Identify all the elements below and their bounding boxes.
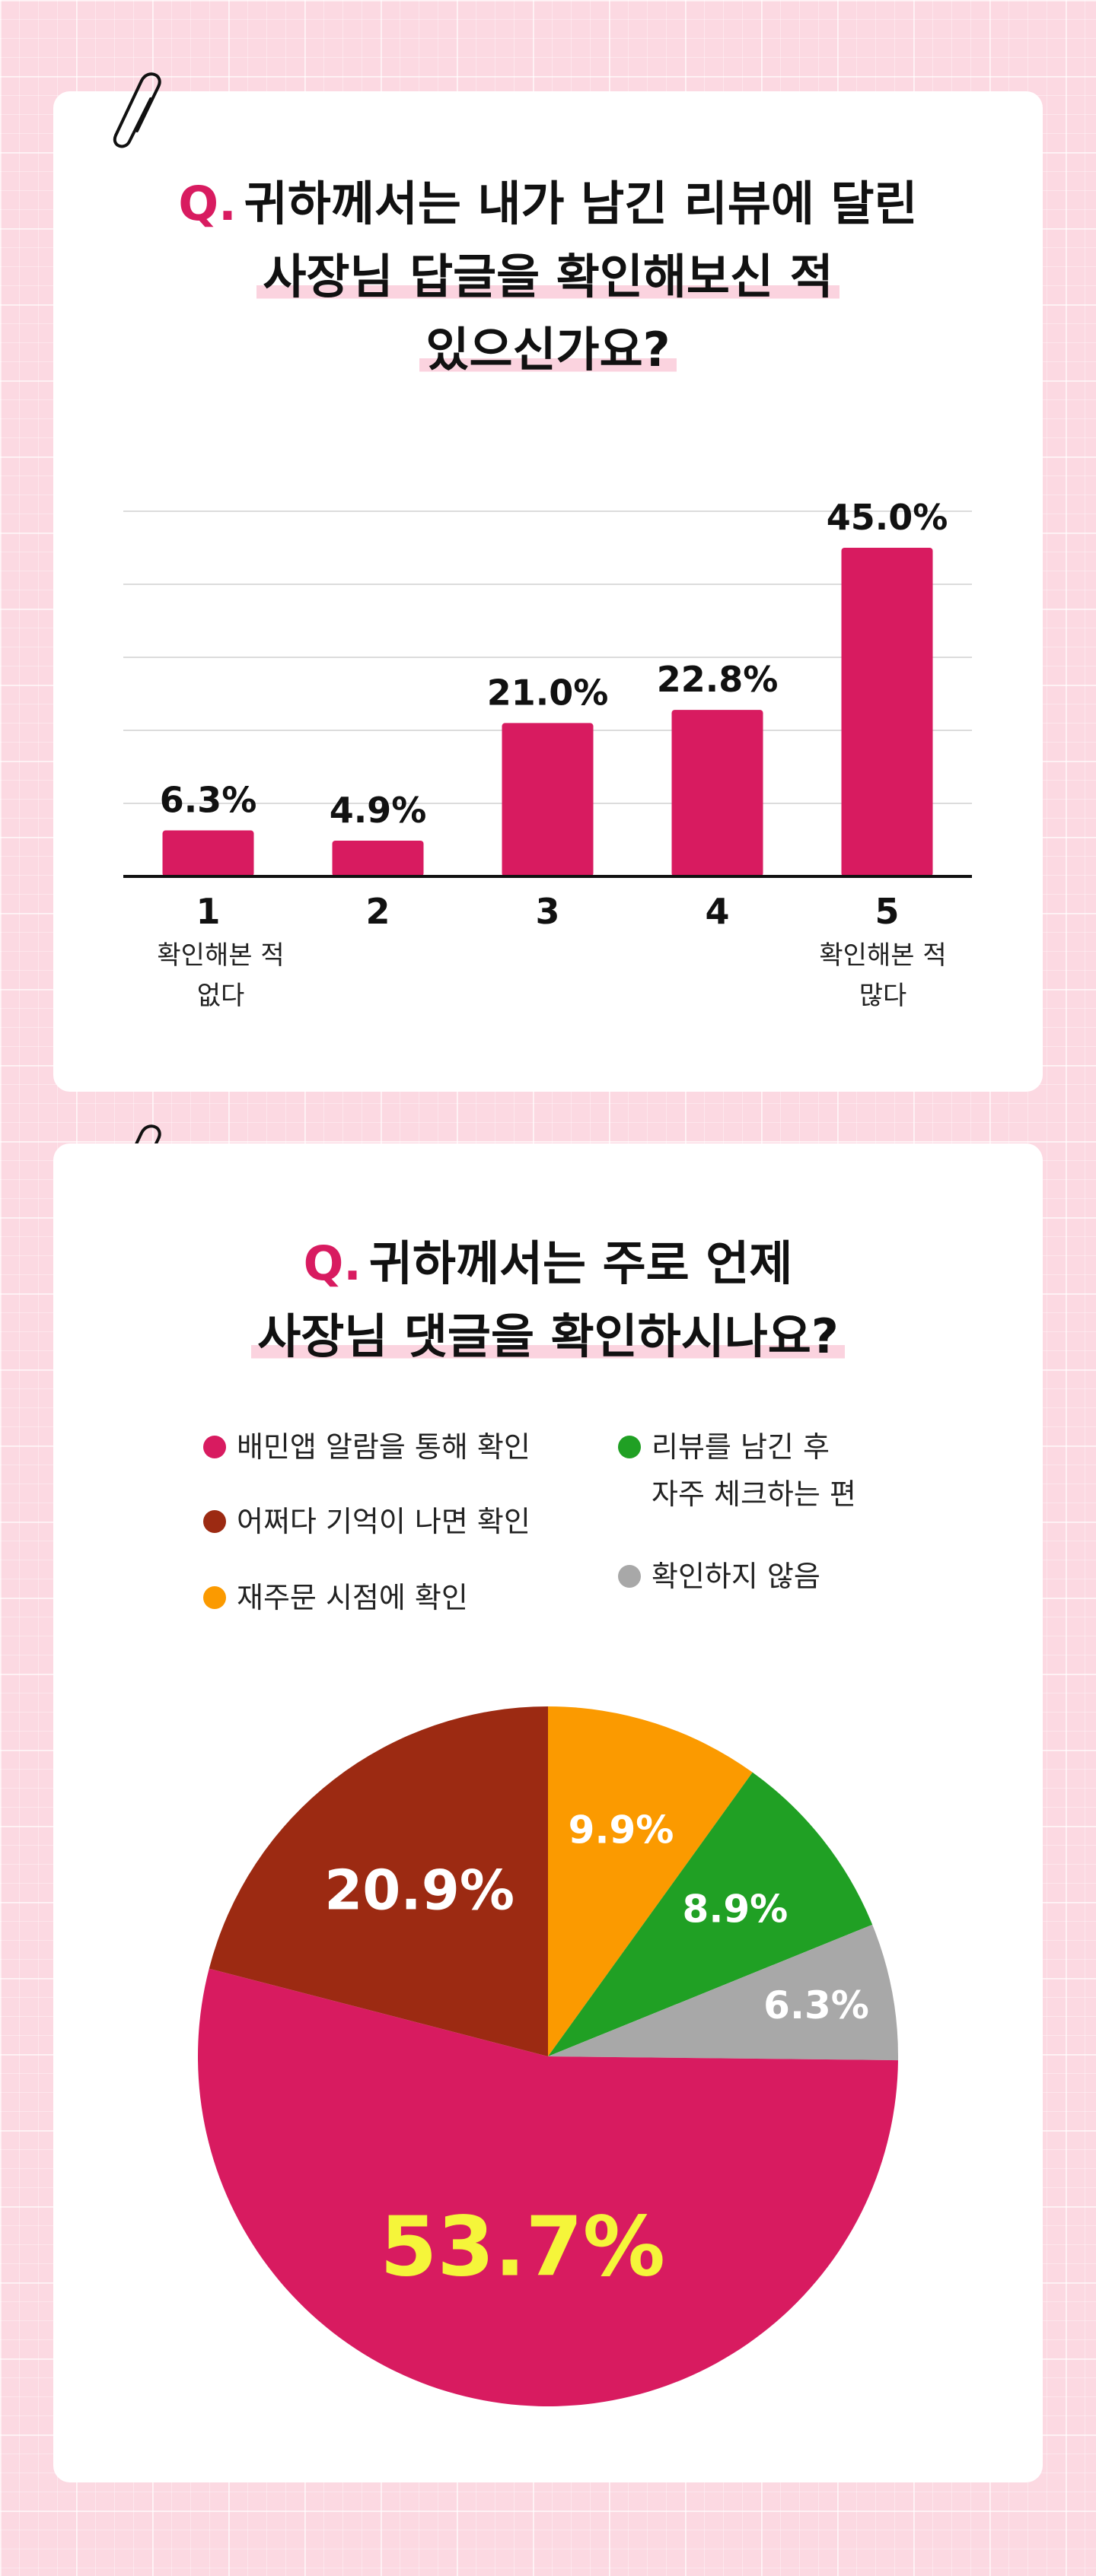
- bar-title-line-3: 있으신가요?: [419, 322, 677, 377]
- pie-slice: [197, 1968, 898, 2406]
- legend-dot-icon: [203, 1436, 226, 1458]
- legend-item-frequent-check: 리뷰를 남긴 후 자주 체크하는 편: [618, 1423, 856, 1518]
- question-mark-label: Q.: [178, 176, 237, 231]
- legend-item-push-alarm: 배민앱 알람을 통해 확인: [203, 1423, 530, 1471]
- pie-question-title: Q. 귀하께서는 주로 언제 사장님 댓글을 확인하시나요?: [53, 1227, 1043, 1373]
- pie-title-line-2: 사장님 댓글을 확인하시나요?: [251, 1309, 845, 1364]
- bar-title-line-2: 사장님 답글을 확인해보신 적: [256, 249, 840, 304]
- pie-title-line-1: 귀하께서는 주로 언제: [368, 1236, 793, 1291]
- bar-value-label: 45.0%: [827, 497, 948, 538]
- bar-question-title: Q. 귀하께서는 내가 남긴 리뷰에 달린 사장님 답글을 확인해보신 적 있으신…: [53, 167, 1043, 386]
- legend-label: 리뷰를 남긴 후 자주 체크하는 편: [652, 1423, 856, 1518]
- bar-value-label: 21.0%: [487, 672, 609, 713]
- legend-label: 어쩌다 기억이 나면 확인: [237, 1505, 530, 1538]
- legend-label-line-2: 자주 체크하는 편: [652, 1477, 856, 1511]
- bar-value-label: 22.8%: [657, 659, 779, 700]
- legend-item-reorder: 재주문 시점에 확인: [203, 1574, 468, 1621]
- legend-label-line-1: 리뷰를 남긴 후: [652, 1430, 830, 1464]
- scale-low-label-line-1: 확인해본 적: [157, 940, 284, 971]
- scale-high-label-line-1: 확인해본 적: [819, 940, 946, 971]
- legend-item-occasional: 어쩌다 기억이 나면 확인: [203, 1498, 530, 1545]
- bar-chart-card: Q. 귀하께서는 내가 남긴 리뷰에 달린 사장님 답글을 확인해보신 적 있으신…: [53, 91, 1043, 1092]
- pie-value-label: 6.3%: [763, 1983, 869, 2027]
- bar-mark: [671, 710, 763, 876]
- pie-value-label: 53.7%: [380, 2199, 665, 2295]
- pie-slice: [209, 1706, 548, 2056]
- bar-mark: [502, 723, 594, 876]
- legend-item-not-checked: 확인하지 않음: [618, 1553, 820, 1600]
- legend-dot-icon: [203, 1510, 226, 1533]
- bar-tick-label: 5: [875, 891, 899, 932]
- legend-dot-icon: [618, 1436, 641, 1458]
- legend-dot-icon: [618, 1565, 641, 1588]
- bar-title-line-1: 귀하께서는 내가 남긴 리뷰에 달린: [244, 176, 918, 231]
- pie-value-label: 8.9%: [683, 1887, 789, 1932]
- pie-slice: [548, 1772, 873, 2056]
- bar-value-label: 4.9%: [330, 790, 427, 831]
- bar-tick-label: 2: [365, 891, 390, 932]
- bar-tick-label: 4: [705, 891, 729, 932]
- pie-value-label: 9.9%: [569, 1808, 674, 1852]
- legend-label: 배민앱 알람을 통해 확인: [237, 1430, 530, 1464]
- bar-value-label: 6.3%: [160, 780, 257, 821]
- legend-label: 확인하지 않음: [652, 1560, 820, 1593]
- pie-value-label: 20.9%: [324, 1859, 515, 1922]
- legend-label: 재주문 시점에 확인: [237, 1581, 468, 1614]
- legend-dot-icon: [203, 1586, 226, 1609]
- bar-mark: [332, 840, 424, 876]
- bar-tick-label: 3: [535, 891, 559, 932]
- paperclip-icon: [113, 72, 161, 148]
- scale-high-label-line-2: 많다: [859, 981, 907, 1011]
- pie-slice: [548, 1924, 898, 2061]
- pie-chart-card: Q. 귀하께서는 주로 언제 사장님 댓글을 확인하시나요? 배민앱 알람을 통해…: [53, 1143, 1043, 2482]
- bar-tick-label: 1: [196, 891, 220, 932]
- bar-mark: [841, 548, 933, 876]
- bar-mark: [162, 830, 254, 876]
- scale-low-label-line-2: 없다: [197, 981, 245, 1011]
- question-mark-label: Q.: [303, 1236, 362, 1291]
- pie-slice: [548, 1706, 753, 2056]
- pie-chart: 9.9%8.9% 6.3% 53.7% 20.9%: [197, 1706, 898, 2406]
